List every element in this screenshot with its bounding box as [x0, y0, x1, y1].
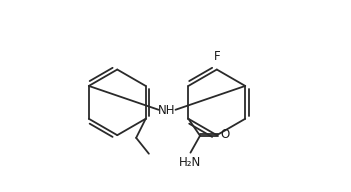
Text: H₂N: H₂N: [179, 156, 201, 170]
Text: O: O: [220, 128, 230, 141]
Text: F: F: [213, 50, 220, 63]
Text: NH: NH: [158, 104, 176, 117]
